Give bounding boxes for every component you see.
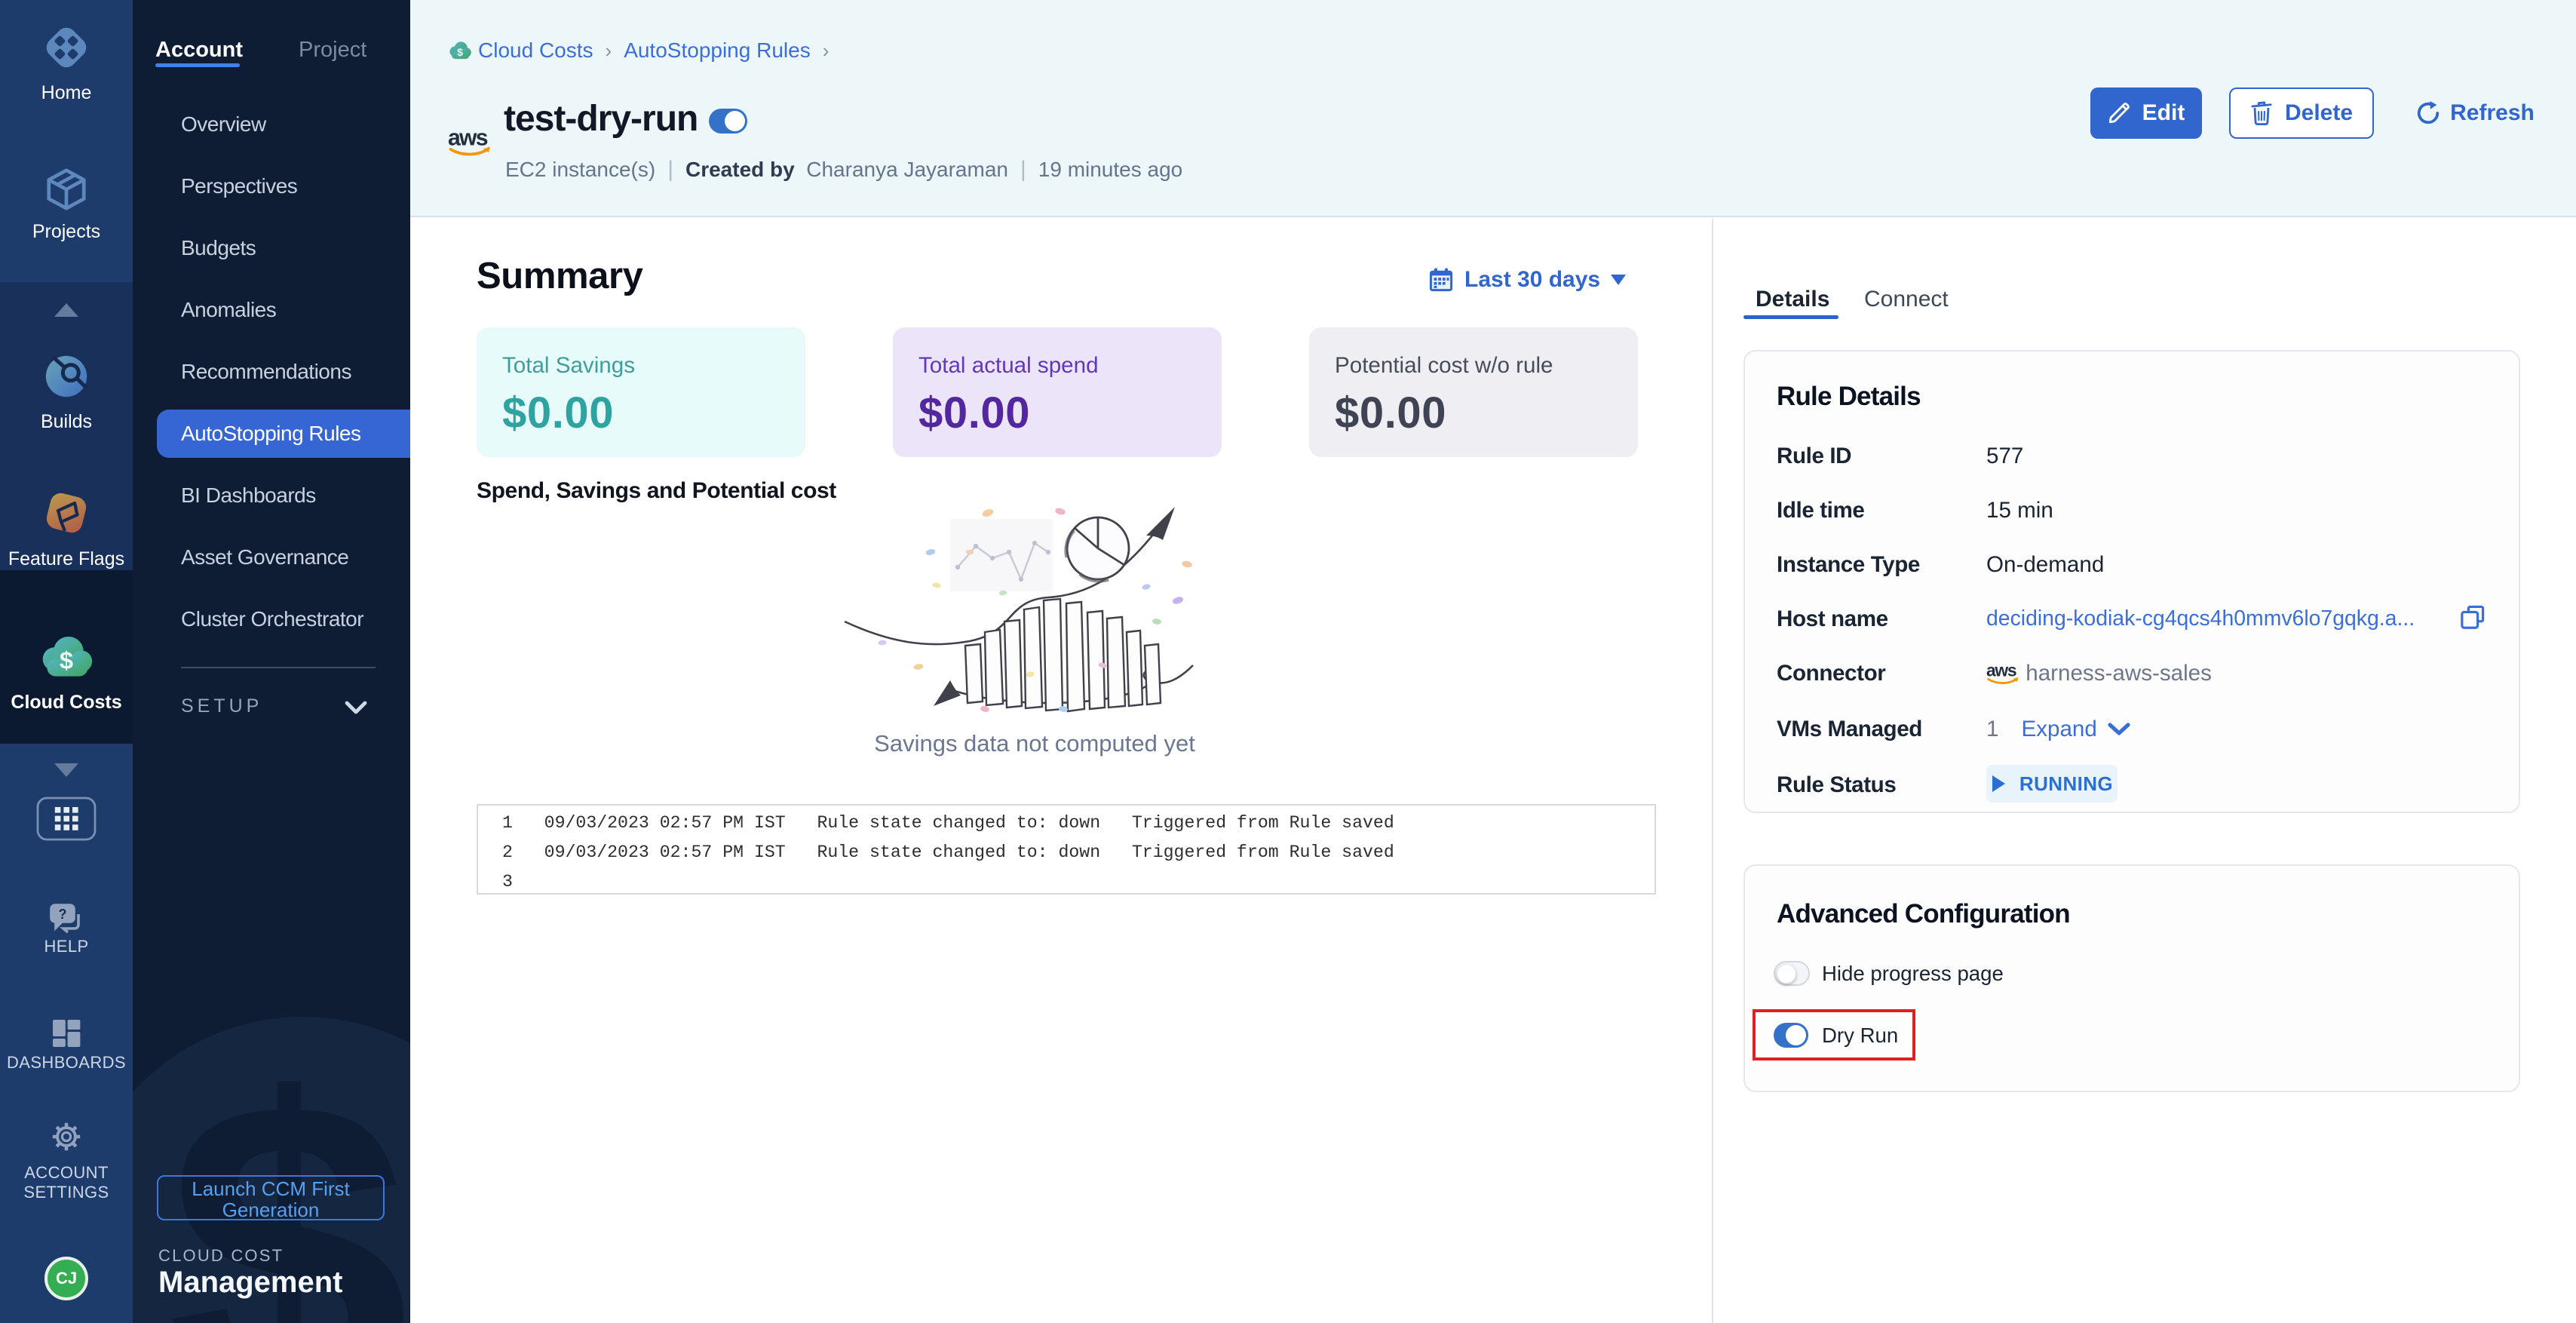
svg-text:aws: aws: [448, 127, 488, 151]
svg-text:aws: aws: [1986, 662, 2016, 680]
svg-text:?: ?: [59, 907, 67, 922]
svg-text:$: $: [457, 46, 463, 58]
svg-text:$: $: [167, 1010, 410, 1323]
svg-text:$: $: [60, 646, 73, 674]
